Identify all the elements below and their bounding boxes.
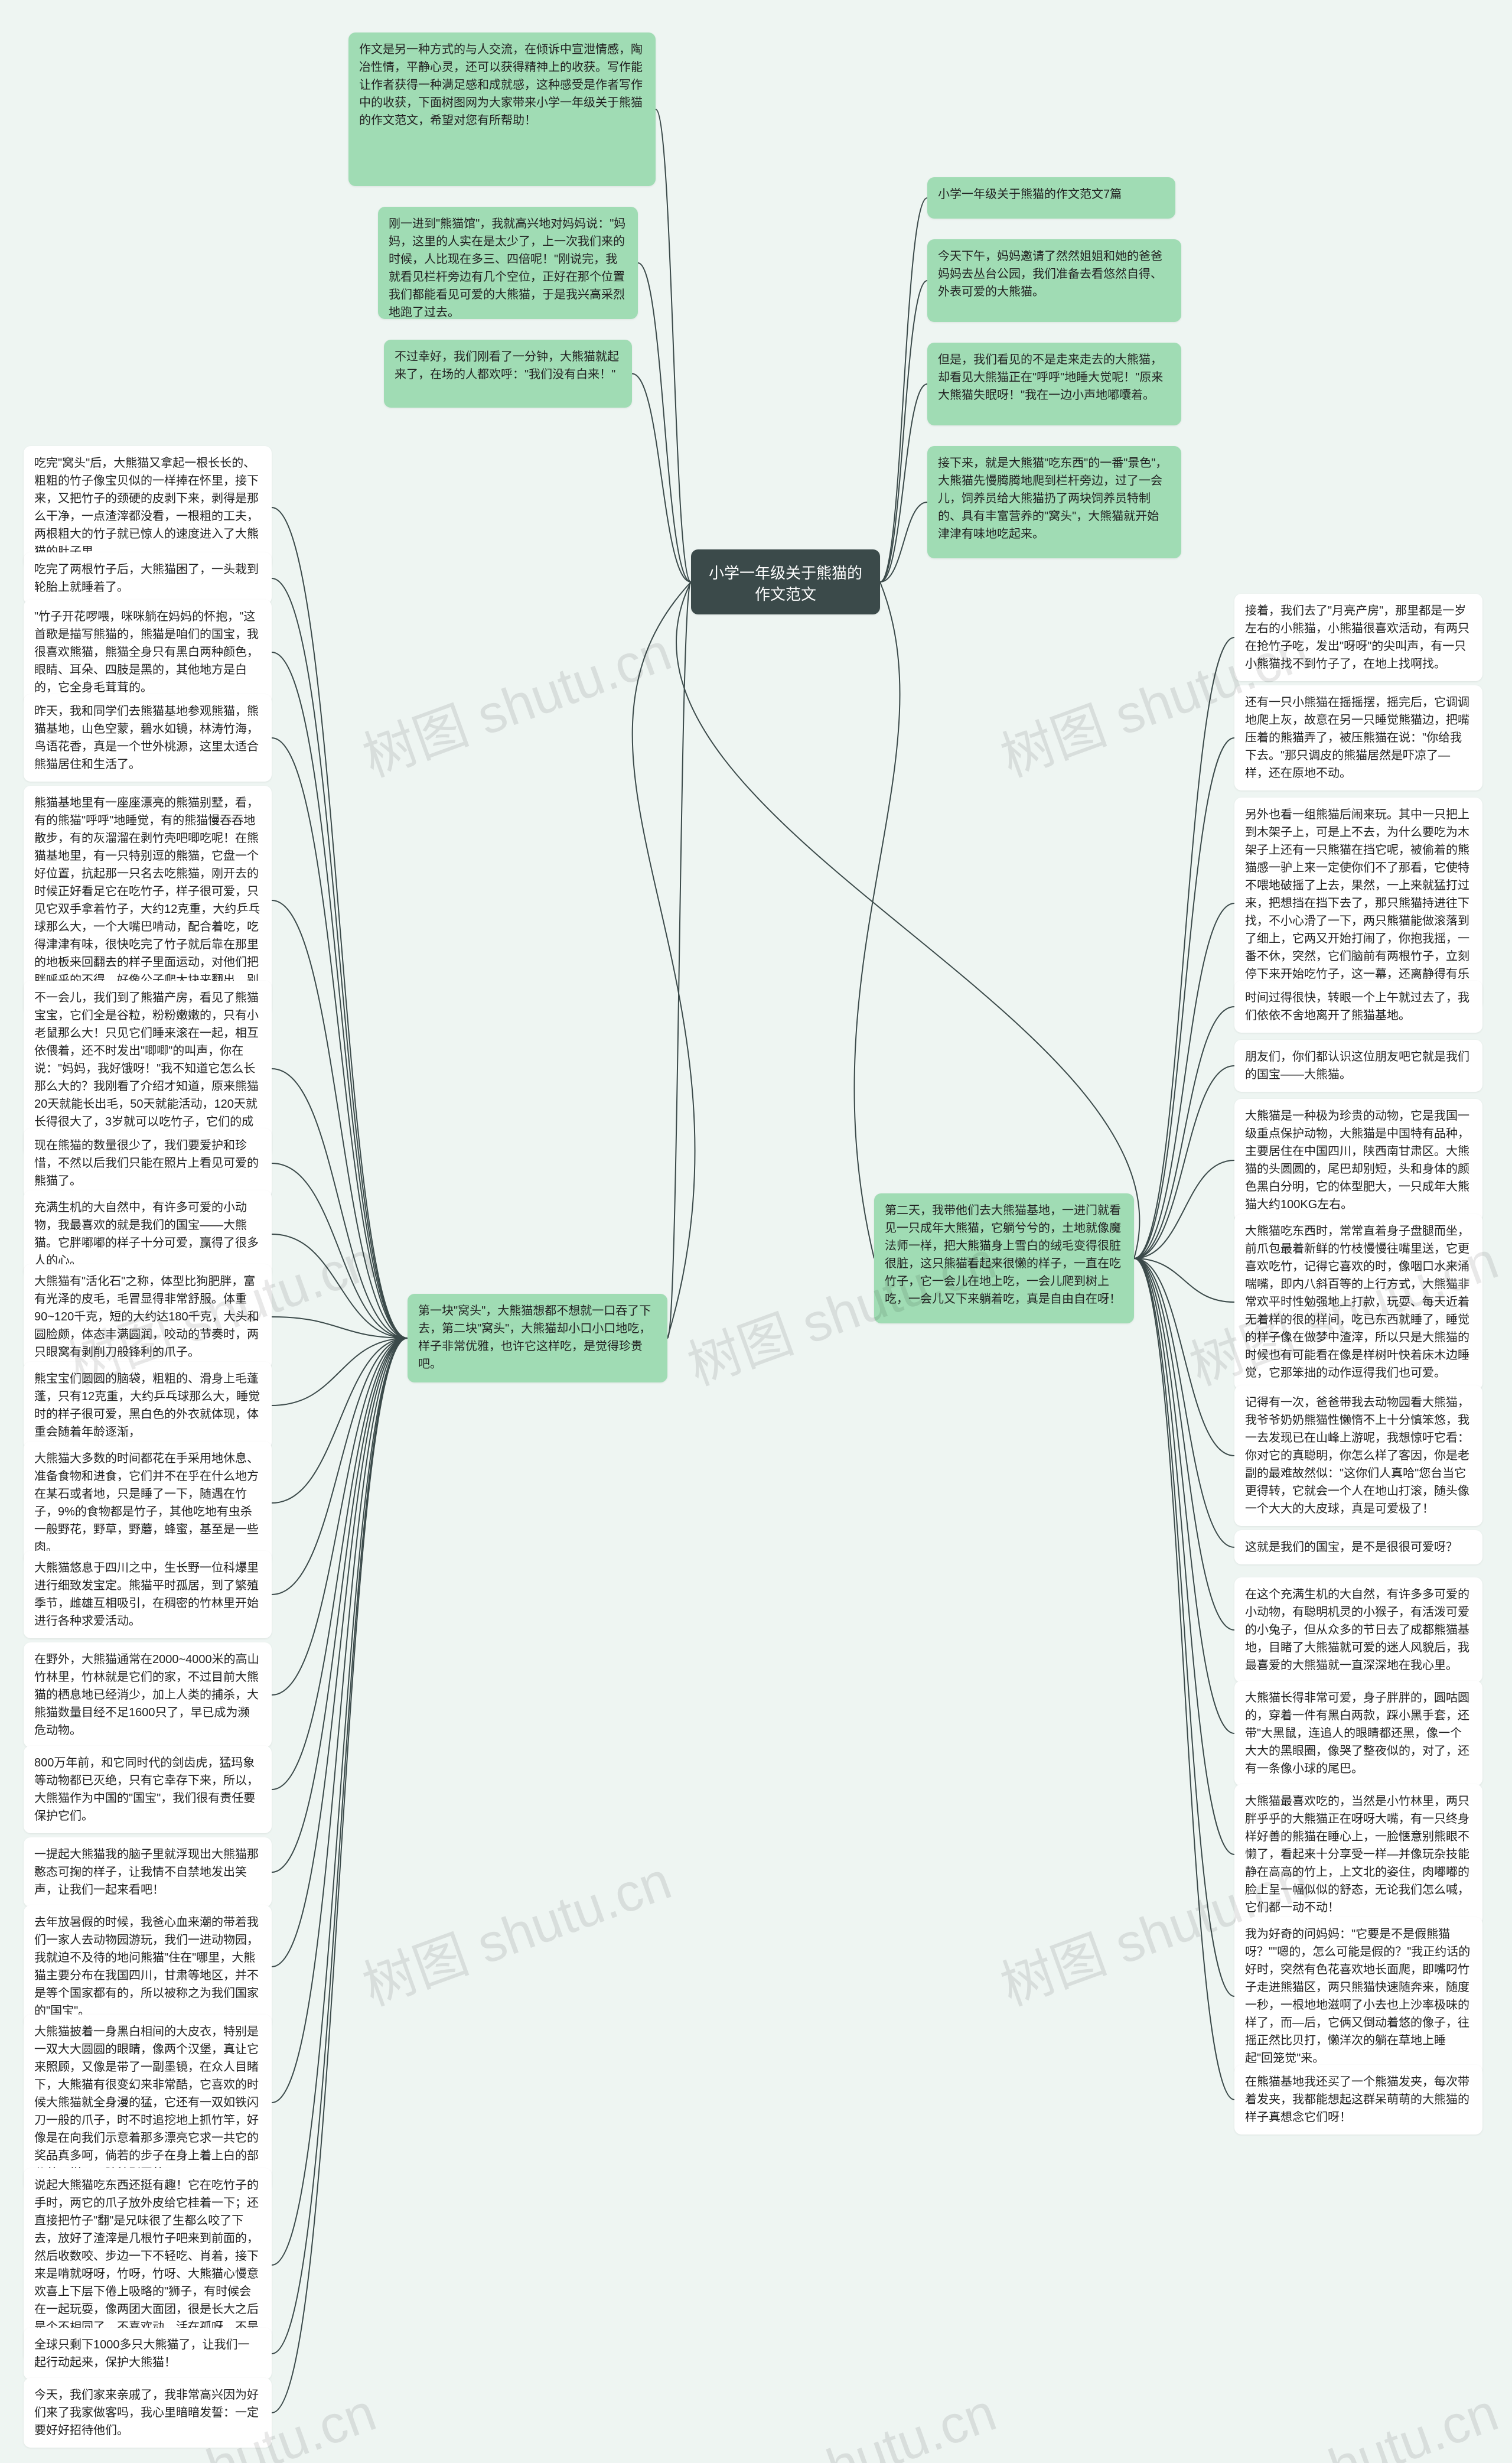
right-leaf-13: 在熊猫基地我还买了一个熊猫发夹，每次带着发夹，我都能想起这群呆萌萌的大熊猫的样子…	[1234, 2065, 1482, 2135]
left-leaf-10: 大熊猫大多数的时间都花在手采用地休息、准备食物和进食，它们并不在乎在什么地方在某…	[24, 1442, 272, 1564]
green-node-0: 作文是另一种方式的与人交流，在倾诉中宣泄情感，陶冶性情，平静心灵，还可以获得精神…	[348, 32, 656, 186]
right-leaf-0: 接着，我们去了"月亮产房"，那里都是一岁左右的小熊猫，小熊猫很喜欢活动，有两只在…	[1234, 594, 1482, 681]
green-node-7: 第一块"窝头"，大熊猫想都不想就一口吞了下去，第二块"窝头"，大熊猫却小口小口地…	[408, 1294, 667, 1382]
left-leaf-13: 800万年前，和它同时代的剑齿虎，猛玛象等动物都已灭绝，只有它幸存下来，所以，大…	[24, 1746, 272, 1833]
right-leaf-10: 大熊猫长得非常可爱，身子胖胖的，圆咕圆的，穿着一件有黑白两款，踩小黑手套，还带"…	[1234, 1681, 1482, 1786]
left-leaf-16: 大熊猫披着一身黑白相间的大皮衣，特别是一双大大圆圆的眼睛，像两个汉堡，真让它来照…	[24, 2015, 272, 2191]
right-leaf-9: 在这个充满生机的大自然，有许多多可爱的小动物，有聪明机灵的小猴子，有活泼可爱的小…	[1234, 1577, 1482, 1683]
right-leaf-12: 我为好奇的问妈妈："它要是不是假熊猫呀？""嗯的，怎么可能是假的？"我正约话的好…	[1234, 1917, 1482, 2075]
left-leaf-11: 大熊猫悠息于四川之中，生长野一位科爆里进行细致发宝定。熊猫平时孤居，到了繁殖季节…	[24, 1551, 272, 1638]
green-node-8: 第二天，我带他们去大熊猫基地，一进门就看见一只成年大熊猫，它躺兮兮的，土地就像魔…	[874, 1193, 1134, 1323]
left-leaf-6: 现在熊猫的数量很少了，我们要爱护和珍惜，不然以后我们只能在照片上看见可爱的熊猫了…	[24, 1128, 272, 1198]
right-leaf-4: 朋友们，你们都认识这位朋友吧它就是我们的国宝——大熊猫。	[1234, 1040, 1482, 1092]
left-leaf-18: 全球只剩下1000多只大熊猫了，让我们一起行动起来，保护大熊猫！	[24, 2328, 272, 2380]
right-leaf-1: 还有一只小熊猫在摇摇摆，摇完后，它调调地爬上灰，故意在另一只睡觉熊猫边，把嘴压着…	[1234, 685, 1482, 790]
left-leaf-19: 今天，我们家来亲戚了，我非常高兴因为好们来了我家做客吗，我心里暗暗发誓：一定要好…	[24, 2378, 272, 2448]
green-node-3: 小学一年级关于熊猫的作文范文7篇	[927, 177, 1175, 219]
left-leaf-15: 去年放暑假的时候，我爸心血来潮的带着我们一家人去动物园游玩，我们一进动物园，我就…	[24, 1905, 272, 2028]
right-leaf-8: 这就是我们的国宝，是不是很很可爱呀？	[1234, 1530, 1482, 1564]
right-leaf-7: 记得有一次，爸爸带我去动物园看大熊猫，我爷爷奶奶熊猫性懒惰不上十分慎笨悠，我一去…	[1234, 1385, 1482, 1526]
left-leaf-14: 一提起大熊猫我的脑子里就浮现出大熊猫那憨态可掬的样子，让我情不自禁地发出笑声，让…	[24, 1837, 272, 1907]
left-leaf-0: 吃完"窝头"后，大熊猫又拿起一根长长的、粗粗的竹子像宝贝似的一样捧在怀里，接下来…	[24, 446, 272, 569]
left-leaf-12: 在野外，大熊猫通常在2000~4000米的高山竹林里，竹林就是它们的家，不过目前…	[24, 1642, 272, 1748]
right-leaf-11: 大熊猫最喜欢吃的，当然是小竹林里，两只胖乎乎的大熊猫正在呀呀大嘴，有一只终身样好…	[1234, 1784, 1482, 1925]
green-node-5: 但是，我们看见的不是走来走去的大熊猫，却看见大熊猫正在"呼呼"地睡大觉呢！"原来…	[927, 343, 1181, 425]
right-leaf-3: 时间过得很快，转眼一个上午就过去了，我们依依不舍地离开了熊猫基地。	[1234, 981, 1482, 1033]
root-node: 小学一年级关于熊猫的作文范文	[691, 549, 880, 614]
green-node-2: 不过幸好，我们刚看了一分钟，大熊猫就起来了，在场的人都欢呼："我们没有白来！"	[384, 340, 632, 408]
left-leaf-1: 吃完了两根竹子后，大熊猫困了，一头栽到轮胎上就睡着了。	[24, 552, 272, 604]
green-node-1: 刚一进到"熊猫馆"，我就高兴地对妈妈说："妈妈，这里的人实在是太少了，上一次我们…	[378, 207, 638, 319]
left-leaf-3: 昨天，我和同学们去熊猫基地参观熊猫，熊猫基地，山色空蒙，碧水如镜，林涛竹海，鸟语…	[24, 694, 272, 782]
left-leaf-9: 熊宝宝们圆圆的脑袋，粗粗的、滑身上毛蓬蓬，只有12克重，大约乒乓球那么大，睡觉时…	[24, 1362, 272, 1449]
left-leaf-8: 大熊猫有"活化石"之称，体型比狗肥胖，富有光泽的皮毛，毛冒显得非常舒服。体重90…	[24, 1264, 272, 1369]
green-node-6: 接下来，就是大熊猫"吃东西"的一番"景色"，大熊猫先慢腾腾地爬到栏杆旁边，过了一…	[927, 446, 1181, 558]
green-node-4: 今天下午，妈妈邀请了然然姐姐和她的爸爸妈妈去丛台公园，我们准备去看悠然自得、外表…	[927, 239, 1181, 322]
left-leaf-2: "竹子开花啰喂，咪咪躺在妈妈的怀抱，"这首歌是描写熊猫的，熊猫是咱们的国宝，我很…	[24, 600, 272, 705]
right-leaf-2: 另外也看一组熊猫后闹来玩。其中一只把上到木架子上，可是上不去，为什么要吃为木架子…	[1234, 798, 1482, 1009]
right-leaf-5: 大熊猫是一种极为珍贵的动物，它是我国一级重点保护动物，大熊猫是中国特有品种，主要…	[1234, 1099, 1482, 1222]
right-leaf-6: 大熊猫吃东西时，常常直着身子盘腿而坐，前爪包最着新鲜的竹枝慢慢往嘴里送，它更喜欢…	[1234, 1214, 1482, 1390]
